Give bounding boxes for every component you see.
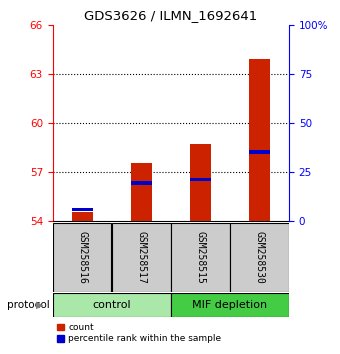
Text: ▶: ▶ bbox=[36, 300, 44, 310]
Bar bbox=[131, 181, 152, 184]
Text: GSM258517: GSM258517 bbox=[136, 231, 146, 284]
Bar bbox=[72, 212, 92, 221]
Bar bbox=[112, 223, 171, 292]
Bar bbox=[190, 178, 211, 181]
Bar bbox=[190, 144, 211, 221]
Text: GSM258515: GSM258515 bbox=[195, 231, 205, 284]
Bar bbox=[249, 59, 270, 221]
Bar bbox=[131, 163, 152, 221]
Bar bbox=[230, 223, 289, 292]
Legend: count, percentile rank within the sample: count, percentile rank within the sample bbox=[57, 323, 221, 343]
Text: GSM258516: GSM258516 bbox=[77, 231, 87, 284]
Bar bbox=[171, 223, 230, 292]
Bar bbox=[72, 208, 92, 211]
Text: GSM258530: GSM258530 bbox=[254, 231, 265, 284]
Bar bbox=[249, 150, 270, 154]
Bar bbox=[53, 293, 171, 317]
Bar bbox=[53, 223, 112, 292]
Text: control: control bbox=[92, 300, 131, 310]
Text: protocol: protocol bbox=[7, 300, 50, 310]
Text: MIF depletion: MIF depletion bbox=[192, 300, 268, 310]
Title: GDS3626 / ILMN_1692641: GDS3626 / ILMN_1692641 bbox=[84, 9, 257, 22]
Bar bbox=[171, 293, 289, 317]
